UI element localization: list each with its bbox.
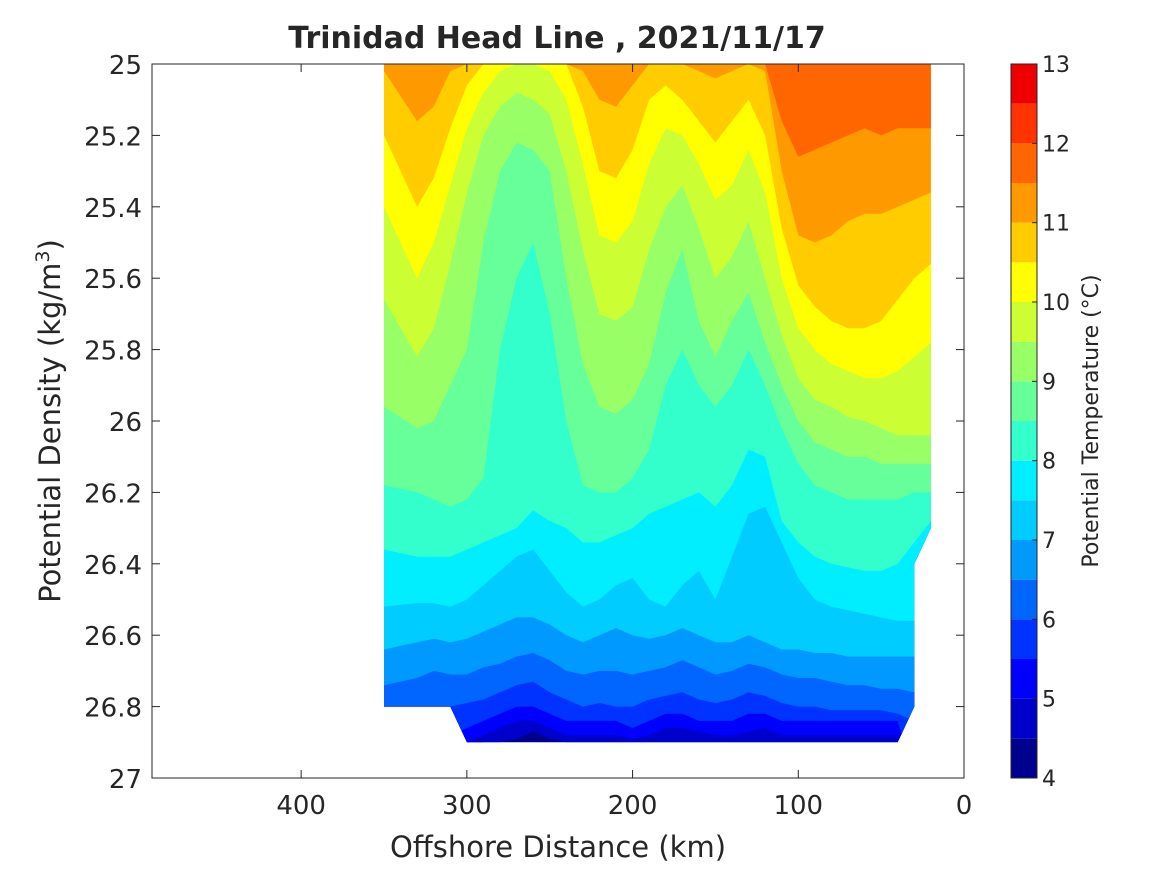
x-axis-label: Offshore Distance (km) [390, 830, 726, 864]
colorbar-swatch [1011, 64, 1037, 104]
colorbar-swatch [1011, 302, 1037, 342]
colorbar-swatch [1011, 222, 1037, 263]
colorbar-swatch [1011, 183, 1037, 223]
colorbar-swatch [1011, 381, 1037, 421]
colorbar-tick-label: 8 [1042, 450, 1056, 475]
x-tick-label: 200 [608, 791, 658, 821]
colorbar-swatch [1011, 460, 1037, 501]
colorbar-swatch [1011, 143, 1037, 183]
y-tick-label: 26.4 [84, 551, 142, 581]
x-tick-label: 100 [773, 791, 823, 821]
colorbar-swatch [1011, 421, 1037, 461]
x-tick-label: 400 [276, 791, 326, 821]
x-tick-label: 0 [956, 791, 973, 821]
colorbar-tick-label: 12 [1042, 132, 1070, 157]
y-tick-label: 26.6 [84, 622, 142, 652]
chart-title: Trinidad Head Line , 2021/11/17 [288, 21, 825, 56]
colorbar-swatch [1011, 540, 1037, 580]
y-axis-label-close: ) [33, 239, 67, 250]
colorbar-frame [1010, 63, 1038, 779]
colorbar: 4 5 6 7 8 9 10 11 12 13 [1010, 53, 1070, 792]
y-tick-label: 25.6 [84, 265, 142, 295]
y-tick-label: 26 [109, 408, 142, 438]
colorbar-swatch [1011, 103, 1037, 144]
y-tick-label: 26.2 [84, 479, 142, 509]
colorbar-swatch [1011, 262, 1037, 302]
colorbar-swatch [1011, 659, 1037, 699]
contour-band [384, 64, 931, 157]
colorbar-swatch [1011, 500, 1037, 540]
y-tick-label: 26.8 [84, 694, 142, 724]
y-axis-label-text: Potential Density (kg/m [33, 263, 67, 603]
colorbar-swatch [1011, 698, 1037, 739]
colorbar-tick-label: 13 [1042, 53, 1070, 78]
colorbar-tick-label: 10 [1042, 291, 1070, 316]
colorbar-label: Potential Temperature (°C) [1079, 274, 1104, 567]
x-tick-label: 300 [442, 791, 492, 821]
colorbar-tick-label: 7 [1042, 529, 1056, 554]
y-tick-label: 25.8 [84, 337, 142, 367]
y-axis-label-superscript: 3 [32, 250, 54, 262]
colorbar-tick-label: 4 [1042, 767, 1056, 792]
colorbar-tick-label: 6 [1042, 608, 1056, 633]
y-axis-label: Potential Density (kg/m3) [32, 239, 67, 603]
y-tick-label: 25.2 [84, 122, 142, 152]
colorbar-swatch [1011, 579, 1037, 620]
y-tick-label: 25 [109, 51, 142, 81]
colorbar-tick-label: 11 [1042, 212, 1070, 237]
colorbar-swatch [1011, 619, 1037, 659]
colorbar-tick-label: 5 [1042, 688, 1056, 713]
plot-area [384, 64, 931, 743]
y-tick-label: 25.4 [84, 194, 142, 224]
colorbar-swatch [1011, 738, 1037, 778]
y-tick-label: 27 [109, 765, 142, 795]
colorbar-tick-label: 9 [1042, 370, 1056, 395]
axes: 25 25.2 25.4 25.6 25.8 26 26.2 26.4 26.6 26.8 27 40… [84, 51, 972, 821]
colorbar-swatch [1011, 341, 1037, 382]
